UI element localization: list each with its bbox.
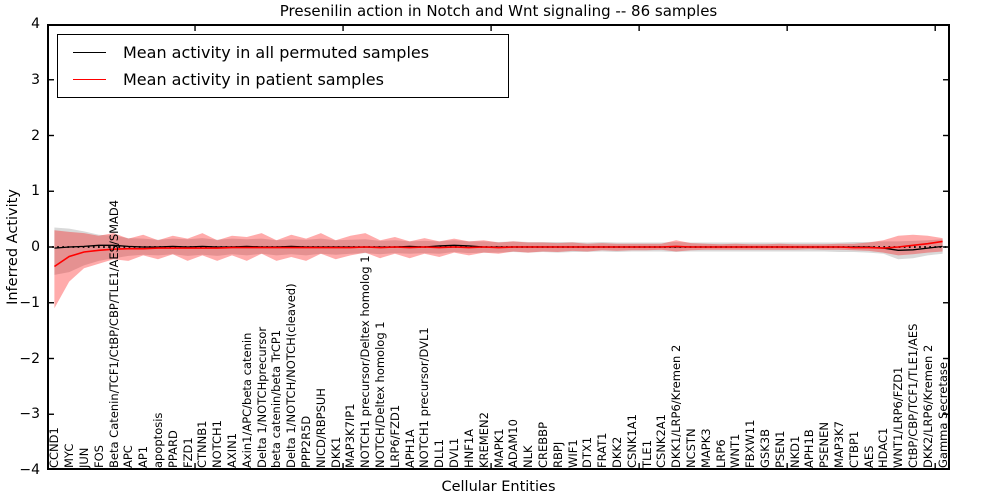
x-category-label: DKK1: [328, 436, 343, 468]
x-category-label: NOTCH/Deltex homolog 1: [373, 321, 388, 468]
patient-confidence-band: [54, 230, 943, 309]
x-category-label: FBXW11: [743, 419, 758, 468]
y-tick-label: 0: [31, 239, 40, 255]
y-tick-label: −2: [19, 350, 40, 367]
x-category-label: DTX1: [580, 436, 595, 468]
x-category-label: PPP2R5D: [299, 415, 314, 468]
x-category-label: JUN: [77, 447, 91, 468]
x-category-label: AXIN1: [225, 432, 240, 468]
y-tick-label: 3: [31, 71, 40, 88]
x-category-label: PSENEN: [817, 422, 832, 468]
x-category-label: NCSTN: [683, 428, 698, 468]
legend-entry-patient: Mean activity in patient samples: [58, 70, 508, 89]
x-category-label: Beta Catenin/TCF1/CtBP/CBP/TLE1/AES/SMAD…: [106, 199, 121, 468]
x-category-label: HDAC1: [876, 427, 891, 468]
x-category-label: CtBP/CBP/TCF1/TLE1/AES: [905, 323, 920, 468]
y-tick-label: −4: [19, 462, 40, 478]
y-tick-label: −3: [19, 406, 40, 423]
x-category-label: CSNK2A1: [654, 414, 669, 468]
x-category-label: NOTCH1: [210, 420, 225, 468]
x-category-label: Axin1/APC/beta catenin: [239, 332, 254, 468]
y-tick-label: 2: [31, 127, 40, 144]
legend-label-patient: Mean activity in patient samples: [123, 70, 384, 89]
x-category-label: LRP6/FZD1: [387, 404, 402, 468]
y-tick-label: −1: [19, 294, 40, 311]
x-category-label: NKD1: [787, 435, 802, 468]
x-category-label: NOTCH1 precursor/DVL1: [417, 327, 432, 468]
x-category-label: CCND1: [47, 427, 62, 468]
x-category-label: PPARD: [165, 430, 180, 468]
x-category-label: DLL1: [432, 439, 447, 468]
x-category-label: DKK2/LRP6/Kremen 2: [920, 344, 935, 468]
x-category-label: AP1: [136, 445, 151, 468]
x-category-label: LRP6: [713, 439, 728, 468]
x-category-label: APC: [121, 445, 136, 468]
y-tick-label: 1: [31, 183, 40, 200]
x-category-label: TLE1: [639, 439, 654, 468]
x-category-label: NLK: [521, 445, 536, 468]
x-category-label: HNF1A: [461, 428, 476, 468]
chart-plot-area: [47, 24, 950, 470]
x-category-label: beta catenin/beta TrCP1: [269, 329, 284, 468]
x-category-label: NICD/RBPSUH: [313, 388, 328, 468]
x-category-label: DKK1/LRP6/Kremen 2: [669, 344, 684, 468]
x-category-label: CSNK1A1: [624, 414, 639, 468]
x-category-label: DKK2: [609, 436, 624, 468]
x-category-label: DVL1: [447, 437, 462, 468]
x-category-label: GSK3B: [757, 429, 772, 468]
x-category-label: CREBBP: [535, 422, 550, 468]
x-category-label: FRAT1: [595, 432, 610, 468]
x-category-label: APH1B: [802, 429, 817, 468]
x-axis-label: Cellular Entities: [441, 479, 556, 495]
x-category-label: CTNNB1: [195, 420, 210, 468]
x-category-label: WNT1/LRP6/FZD1: [891, 366, 906, 468]
y-tick-label: 4: [31, 16, 40, 32]
x-category-label: AES: [861, 445, 876, 468]
x-category-label: Gamma Secretase: [935, 362, 950, 468]
x-category-label: PSEN1: [772, 430, 787, 468]
x-category-label: MAP3K7IP1: [343, 403, 358, 468]
permuted-line-sample: [73, 52, 106, 53]
patient-mean-line: [53, 240, 943, 268]
x-category-label: apoptosis: [151, 412, 166, 468]
x-category-label: FZD1: [180, 437, 195, 468]
x-category-label: CTBP1: [846, 430, 861, 468]
x-category-label: MYC: [62, 443, 77, 468]
x-category-label: RBPJ: [550, 441, 565, 468]
x-category-label: WNT1: [728, 433, 743, 468]
x-category-label: NOTCH1 precursor/Deltex homolog 1: [358, 255, 373, 468]
legend-entry-permuted: Mean activity in all permuted samples: [58, 43, 508, 62]
x-category-label: MAP3K7: [831, 421, 846, 468]
x-category-label: Delta 1/NOTCHprecursor: [254, 326, 269, 468]
permuted-confidence-band: [54, 227, 943, 275]
x-category-label: KREMEN2: [476, 412, 491, 468]
x-category-label: Delta 1/NOTCH/NOTCH(cleaved): [284, 283, 299, 468]
x-category-label: APH1A: [402, 429, 417, 468]
legend: Mean activity in all permuted samples Me…: [57, 34, 509, 98]
legend-label-permuted: Mean activity in all permuted samples: [123, 43, 430, 62]
patient-line-sample: [73, 79, 106, 80]
chart-title: Presenilin action in Notch and Wnt signa…: [279, 2, 718, 20]
x-category-label: ADAM10: [506, 419, 521, 468]
x-category-label: MAPK1: [491, 428, 506, 468]
x-category-label: MAPK3: [698, 428, 713, 468]
x-category-label: WIF1: [565, 439, 580, 468]
x-category-label: FOS: [91, 445, 106, 468]
